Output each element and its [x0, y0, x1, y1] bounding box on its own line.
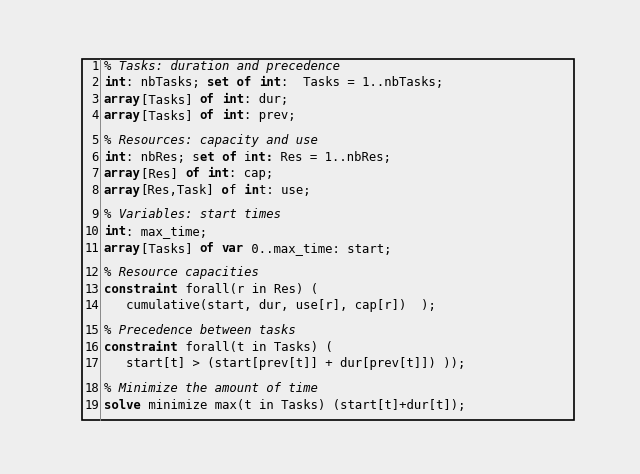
Text: var: var	[222, 242, 244, 255]
Text: solve: solve	[104, 399, 141, 411]
Text: 15: 15	[84, 324, 99, 337]
Text: :  Tasks = 1..nbTasks;: : Tasks = 1..nbTasks;	[281, 76, 443, 89]
Text: : max_time;: : max_time;	[126, 225, 207, 238]
Text: constraint: constraint	[104, 283, 177, 296]
Text: et of: et of	[200, 151, 244, 164]
Text: : prev;: : prev;	[244, 109, 296, 122]
Text: [Res]: [Res]	[141, 167, 185, 180]
Text: array: array	[104, 184, 141, 197]
Text: 18: 18	[84, 382, 99, 395]
Text: of: of	[200, 109, 214, 122]
Text: 4: 4	[92, 109, 99, 122]
Text: 2: 2	[92, 76, 99, 89]
Text: : cap;: : cap;	[229, 167, 273, 180]
Text: % Resource capacities: % Resource capacities	[104, 266, 259, 279]
Text: forall(t in Tasks) (: forall(t in Tasks) (	[177, 341, 332, 354]
Text: 19: 19	[84, 399, 99, 411]
Text: start[t] > (start[prev[t]] + dur[prev[t]]) ));: start[t] > (start[prev[t]] + dur[prev[t]…	[104, 357, 465, 370]
Text: 11: 11	[84, 242, 99, 255]
Text: int: int	[259, 76, 281, 89]
Text: 7: 7	[92, 167, 99, 180]
Text: i: i	[244, 151, 252, 164]
Text: of: of	[200, 93, 214, 106]
Text: [Tasks]: [Tasks]	[141, 109, 200, 122]
Text: int: int	[222, 109, 244, 122]
Text: array: array	[104, 93, 141, 106]
Text: [Res,Task]: [Res,Task]	[141, 184, 214, 197]
Text: int: int	[104, 151, 126, 164]
Text: 14: 14	[84, 300, 99, 312]
Text: f: f	[229, 184, 237, 197]
Text: % Precedence between tasks: % Precedence between tasks	[104, 324, 296, 337]
Text: [Tasks]: [Tasks]	[141, 242, 200, 255]
Text: o: o	[214, 184, 229, 197]
Text: cumulative(start, dur, use[r], cap[r])  );: cumulative(start, dur, use[r], cap[r]) )…	[104, 300, 436, 312]
Text: minimize max(t in Tasks) (start[t]+dur[t]);: minimize max(t in Tasks) (start[t]+dur[t…	[141, 399, 465, 411]
Text: Res = 1..nbRes;: Res = 1..nbRes;	[273, 151, 392, 164]
Text: in: in	[237, 184, 259, 197]
Text: 9: 9	[92, 209, 99, 221]
Text: array: array	[104, 109, 141, 122]
Text: array: array	[104, 242, 141, 255]
Text: of: of	[185, 167, 200, 180]
Text: % Resources: capacity and use: % Resources: capacity and use	[104, 134, 317, 147]
Text: int: int	[104, 76, 126, 89]
Text: 12: 12	[84, 266, 99, 279]
Text: : dur;: : dur;	[244, 93, 288, 106]
Text: 16: 16	[84, 341, 99, 354]
Text: int: int	[222, 93, 244, 106]
Text: 0..max_time: start;: 0..max_time: start;	[244, 242, 392, 255]
Text: 8: 8	[92, 184, 99, 197]
Text: % Minimize the amount of time: % Minimize the amount of time	[104, 382, 317, 395]
Text: 3: 3	[92, 93, 99, 106]
Text: 1: 1	[92, 60, 99, 73]
Text: 5: 5	[92, 134, 99, 147]
Text: 10: 10	[84, 225, 99, 238]
FancyBboxPatch shape	[83, 59, 573, 420]
Text: [Tasks]: [Tasks]	[141, 93, 200, 106]
Text: 6: 6	[92, 151, 99, 164]
Text: constraint: constraint	[104, 341, 177, 354]
Text: % Variables: start times: % Variables: start times	[104, 209, 281, 221]
Text: of: of	[200, 242, 214, 255]
Text: array: array	[104, 167, 141, 180]
Text: 13: 13	[84, 283, 99, 296]
Text: % Tasks: duration and precedence: % Tasks: duration and precedence	[104, 60, 340, 73]
Text: t: use;: t: use;	[259, 184, 310, 197]
Text: set of: set of	[207, 76, 252, 89]
Text: int: int	[104, 225, 126, 238]
Text: : nbRes; s: : nbRes; s	[126, 151, 200, 164]
Text: forall(r in Res) (: forall(r in Res) (	[177, 283, 317, 296]
Text: 17: 17	[84, 357, 99, 370]
Text: : nbTasks;: : nbTasks;	[126, 76, 207, 89]
Text: nt:: nt:	[252, 151, 273, 164]
Text: int: int	[207, 167, 229, 180]
